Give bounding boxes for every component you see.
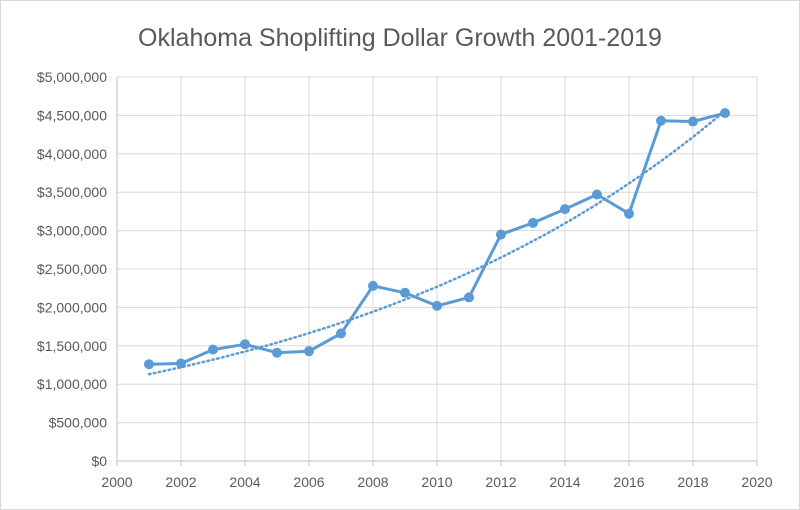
x-tick-label: 2016 — [613, 474, 644, 490]
data-point — [496, 229, 506, 240]
data-point — [560, 204, 570, 215]
x-tick-label: 2002 — [165, 474, 196, 490]
data-point — [656, 115, 666, 126]
data-point — [176, 358, 186, 369]
data-point — [272, 347, 282, 358]
data-point — [720, 108, 730, 119]
y-tick-label: $4,500,000 — [37, 107, 107, 123]
y-tick-label: $3,000,000 — [37, 223, 107, 239]
y-tick-label: $4,000,000 — [37, 146, 107, 162]
y-tick-label: $1,000,000 — [37, 376, 107, 392]
trendline-layer — [147, 109, 727, 376]
data-point — [400, 287, 410, 298]
x-tick-label: 2012 — [485, 474, 516, 490]
axes: $0 $500,000 $1,000,000 $1,500,000 $2,000,000… — [37, 69, 773, 490]
x-tick-label: 2004 — [229, 474, 260, 490]
x-tick-label: 2006 — [293, 474, 324, 490]
x-tick-label: 2010 — [421, 474, 452, 490]
x-tick-label: 2014 — [549, 474, 580, 490]
trendline — [147, 109, 727, 376]
gridlines — [117, 76, 758, 461]
y-tick-label: $2,500,000 — [37, 261, 107, 277]
data-point — [688, 116, 698, 127]
series-layer — [144, 108, 730, 370]
data-point — [432, 300, 442, 311]
data-point — [592, 189, 602, 200]
y-tick-label: $1,500,000 — [37, 338, 107, 354]
y-tick-label: $0 — [91, 453, 107, 469]
data-point — [240, 339, 250, 350]
data-point — [336, 328, 346, 339]
data-point — [624, 208, 634, 219]
data-point — [464, 292, 474, 303]
data-point — [368, 280, 378, 291]
y-tick-label: $5,000,000 — [37, 69, 107, 85]
y-tick-label: $3,500,000 — [37, 184, 107, 200]
x-tick-label: 2018 — [677, 474, 708, 490]
data-point — [304, 346, 314, 357]
data-point — [208, 344, 218, 355]
x-tick-label: 2008 — [357, 474, 388, 490]
x-tick-label: 2000 — [101, 474, 132, 490]
chart-title: Oklahoma Shoplifting Dollar Growth 2001-… — [138, 24, 662, 52]
data-point — [528, 217, 538, 228]
y-tick-label: $2,000,000 — [37, 299, 107, 315]
y-tick-label: $500,000 — [49, 415, 108, 431]
x-tick-label: 2020 — [741, 474, 772, 490]
data-point — [144, 359, 154, 370]
